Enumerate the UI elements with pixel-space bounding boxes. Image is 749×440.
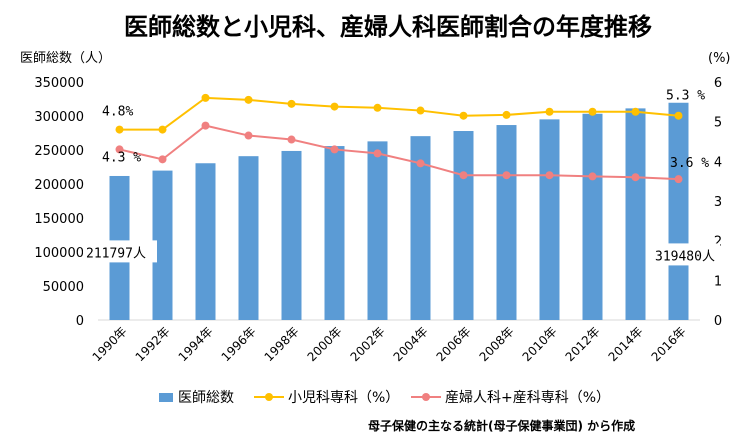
series-point-2 — [201, 121, 210, 130]
series-point-2 — [674, 175, 683, 184]
annotation-bar-start: 211797人 — [86, 246, 146, 261]
series-point-2 — [373, 149, 382, 158]
bar — [625, 108, 646, 320]
series-point-2 — [502, 171, 511, 180]
bar — [195, 163, 216, 320]
x-tick-label: 2016年 — [649, 324, 689, 364]
bar — [281, 150, 302, 320]
x-tick-label: 2010年 — [520, 324, 560, 364]
annotations-group: 4.8% 4.3 % 5.3 % 3.6 % 211797人 319480人 — [83, 89, 720, 266]
annotation-ped-start: 4.8% — [102, 105, 133, 120]
bar — [324, 146, 345, 320]
left-tick-label: 200000 — [34, 178, 84, 193]
legend-label-ob: 産婦人科+産科専科（%） — [445, 389, 610, 406]
bar — [410, 136, 431, 320]
series-point-1 — [674, 111, 683, 120]
bar — [367, 141, 388, 320]
left-tick-label: 50000 — [43, 280, 84, 295]
x-tick-label: 2000年 — [305, 324, 345, 364]
annotation-box-bar-start — [83, 240, 157, 263]
left-tick-label: 300000 — [34, 110, 84, 125]
legend-swatch-bars — [159, 393, 173, 402]
annotation-ob-start: 4.3 % — [102, 150, 141, 165]
x-tick-label: 2004年 — [391, 324, 431, 364]
series-point-2 — [416, 159, 425, 168]
legend-label-ped: 小児科専科（%） — [288, 390, 399, 406]
series-point-1 — [158, 125, 167, 134]
series-point-2 — [545, 171, 554, 180]
bar — [582, 113, 603, 320]
annotation-ped-end: 5.3 % — [666, 89, 705, 104]
series-point-1 — [459, 111, 468, 120]
legend-marker-ob — [422, 393, 430, 401]
series-point-2 — [330, 145, 339, 154]
chart-title: 医師総数と小児科、産婦人科医師割合の年度推移 — [124, 13, 652, 41]
left-tick-label: 0 — [76, 314, 84, 329]
series-point-1 — [244, 95, 253, 104]
bars-group — [109, 102, 689, 321]
annotation-box-bar-end — [652, 243, 720, 266]
x-tick-label: 2008年 — [477, 324, 517, 364]
series-line-2 — [119, 124, 679, 181]
series-point-2 — [158, 155, 167, 164]
series-point-1 — [545, 107, 554, 116]
x-tick-label: 2012年 — [563, 324, 603, 364]
x-tick-label: 1990年 — [90, 324, 130, 364]
left-tick-label: 100000 — [34, 246, 84, 261]
series-point-1 — [373, 103, 382, 112]
series-point-1 — [502, 110, 511, 119]
left-tick-label: 350000 — [34, 76, 84, 91]
right-tick-label: 3 — [714, 195, 722, 210]
right-tick-label: 5 — [714, 116, 722, 131]
series-point-1 — [588, 107, 597, 116]
x-tick-label: 1994年 — [176, 324, 216, 364]
x-tick-label: 1998年 — [262, 324, 302, 364]
lines-group — [115, 93, 683, 184]
x-tick-label: 2002年 — [348, 324, 388, 364]
x-tick-label: 2006年 — [434, 324, 474, 364]
annotation-ob-end: 3.6 % — [670, 156, 709, 171]
legend-label-bars: 医師総数 — [178, 390, 234, 406]
series-point-1 — [416, 106, 425, 115]
left-tick-label: 250000 — [34, 144, 84, 159]
series-point-2 — [588, 172, 597, 181]
right-axis-label: (%) — [708, 51, 731, 66]
series-point-2 — [287, 135, 296, 144]
series-point-1 — [201, 93, 210, 102]
legend-marker-ped — [265, 393, 273, 401]
bar — [668, 102, 689, 320]
bar — [539, 119, 560, 321]
series-point-1 — [631, 107, 640, 116]
bar — [152, 170, 173, 320]
x-tick-label: 1996年 — [219, 324, 259, 364]
series-point-1 — [287, 99, 296, 108]
bar — [453, 131, 474, 320]
series-point-2 — [631, 173, 640, 182]
right-tick-label: 6 — [714, 76, 722, 91]
right-tick-label: 0 — [714, 314, 722, 329]
source-note: 母子保健の主なる統計(母子保健事業団) から作成 — [368, 418, 635, 433]
series-point-1 — [115, 125, 124, 134]
x-tick-label: 2014年 — [606, 324, 646, 364]
annotation-bar-end: 319480人 — [655, 249, 715, 264]
series-point-2 — [459, 171, 468, 180]
bar — [496, 125, 517, 320]
left-tick-label: 150000 — [34, 212, 84, 227]
series-point-2 — [115, 145, 124, 154]
series-point-2 — [244, 131, 253, 140]
right-tick-label: 1 — [714, 274, 722, 289]
series-point-1 — [330, 102, 339, 111]
x-tick-label: 1992年 — [133, 324, 173, 364]
series-line-1 — [119, 96, 679, 131]
bar — [238, 156, 259, 320]
left-axis-label: 医師総数（人） — [20, 51, 111, 66]
legend: 医師総数 小児科専科（%） 産婦人科+産科専科（%） — [159, 389, 610, 406]
right-tick-label: 4 — [714, 155, 722, 170]
right-tick-label: 2 — [714, 235, 722, 250]
